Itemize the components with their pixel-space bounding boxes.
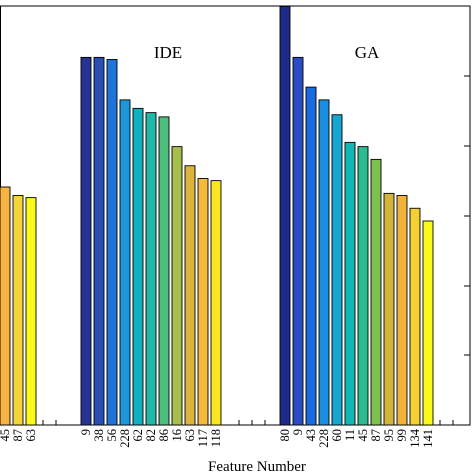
x-tick-label: 11 bbox=[343, 429, 357, 441]
x-tick-label: 43 bbox=[304, 429, 318, 442]
panel-label-ga: GA bbox=[355, 43, 380, 62]
bar bbox=[344, 141, 356, 426]
x-tick-label: 95 bbox=[382, 429, 396, 442]
x-tick-label: 82 bbox=[144, 429, 158, 442]
bar-series bbox=[0, 5, 434, 426]
bar bbox=[93, 56, 105, 426]
bar bbox=[106, 59, 118, 426]
bar bbox=[318, 99, 330, 426]
x-tick-label: 228 bbox=[118, 429, 132, 448]
bar bbox=[12, 195, 24, 426]
y-axis-ticks bbox=[464, 75, 470, 356]
bar bbox=[197, 178, 209, 426]
x-tick-label: 86 bbox=[157, 429, 171, 442]
bar bbox=[158, 116, 170, 426]
x-tick-label: 141 bbox=[421, 429, 435, 448]
x-tick-label: 45 bbox=[0, 429, 12, 442]
x-tick-label: 134 bbox=[408, 428, 422, 448]
x-tick-label: 228 bbox=[317, 429, 331, 448]
bar bbox=[357, 146, 369, 426]
x-tick-label: 117 bbox=[196, 429, 210, 447]
x-tick-label: 45 bbox=[356, 429, 370, 442]
bar bbox=[279, 5, 291, 426]
x-tick-label: 118 bbox=[209, 429, 223, 447]
x-tick-label: 87 bbox=[11, 429, 25, 442]
bar bbox=[171, 146, 183, 426]
x-tick-label: 80 bbox=[278, 429, 292, 442]
bar bbox=[409, 207, 421, 426]
x-tick-label: 99 bbox=[395, 429, 409, 442]
x-tick-label: 62 bbox=[131, 429, 145, 442]
tick-labels: 45 87 63 9 38 56 228 62 82 86 16 63 117 118 80 9 43 228 60… bbox=[0, 428, 435, 448]
bar bbox=[305, 86, 317, 426]
x-tick-label: 60 bbox=[330, 429, 344, 442]
x-axis-title: Feature Number bbox=[208, 459, 306, 474]
x-tick-label: 56 bbox=[105, 429, 119, 442]
bar bbox=[132, 107, 144, 426]
bar bbox=[80, 56, 92, 426]
bar bbox=[184, 165, 196, 426]
bar bbox=[0, 186, 11, 426]
bar bbox=[145, 112, 157, 426]
x-tick-label: 63 bbox=[183, 429, 197, 442]
bar bbox=[383, 192, 395, 426]
x-tick-label: 38 bbox=[92, 429, 106, 442]
x-tick-label: 63 bbox=[24, 429, 38, 442]
bar bbox=[422, 220, 434, 426]
x-tick-label: 16 bbox=[170, 429, 184, 442]
x-tick-label: 9 bbox=[291, 429, 305, 435]
bar bbox=[119, 99, 131, 426]
bar bbox=[25, 197, 37, 426]
panel-label-ide: IDE bbox=[154, 43, 182, 62]
x-tick-label: 9 bbox=[79, 429, 93, 435]
bar bbox=[370, 158, 382, 426]
bar bbox=[396, 195, 408, 426]
bar bbox=[210, 180, 222, 426]
x-tick-label: 87 bbox=[369, 429, 383, 442]
bar bbox=[331, 114, 343, 426]
bar bbox=[292, 56, 304, 426]
